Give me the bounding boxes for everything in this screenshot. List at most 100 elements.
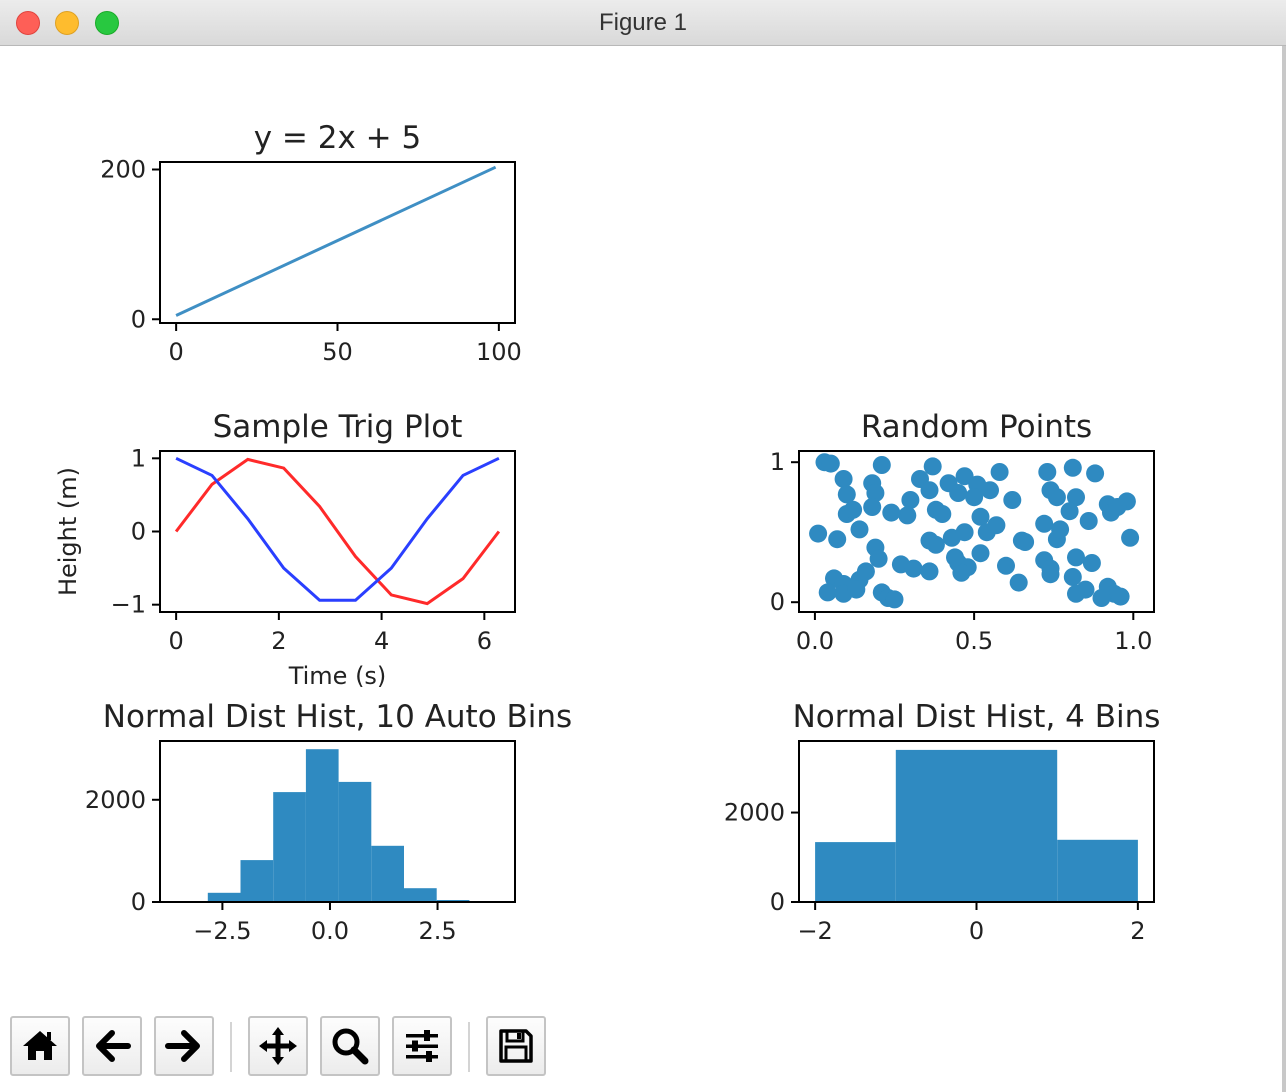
scatter-point xyxy=(1079,512,1098,530)
move-icon xyxy=(259,1027,297,1065)
scatter-point xyxy=(926,535,945,554)
y-tick-label: 0 xyxy=(770,588,785,616)
scatter-point xyxy=(923,457,942,476)
configure-subplots-button[interactable] xyxy=(392,1016,452,1076)
y-tick-label: 0 xyxy=(770,888,785,916)
histogram-bar xyxy=(240,860,274,902)
y-tick-label: 0 xyxy=(131,305,146,333)
scatter-point xyxy=(1067,584,1085,603)
scatter-point xyxy=(1016,533,1035,551)
scatter-point xyxy=(1035,514,1054,533)
chart-title: y = 2x + 5 xyxy=(254,120,422,156)
scatter-point xyxy=(904,559,923,578)
forward-button[interactable] xyxy=(154,1016,214,1076)
axes-frame xyxy=(798,450,1155,613)
x-tick-label: 0.0 xyxy=(311,917,349,945)
window-title: Figure 1 xyxy=(598,9,688,36)
scatter-point xyxy=(809,524,828,543)
x-tick-label: 100 xyxy=(476,338,522,366)
series-line-1 xyxy=(174,457,501,606)
series-line-1 xyxy=(175,165,497,317)
scatter-point xyxy=(837,485,856,504)
y-axis-label: Height (m) xyxy=(54,467,82,596)
histogram-bar xyxy=(207,892,241,902)
scatter-point xyxy=(828,530,847,549)
floppy-disk-icon xyxy=(499,1029,533,1063)
x-tick-label: 4 xyxy=(374,627,389,655)
sliders-icon xyxy=(406,1030,438,1062)
home-icon xyxy=(23,1031,57,1060)
scatter-point xyxy=(952,563,971,582)
home-button[interactable] xyxy=(10,1016,70,1076)
histogram-bar xyxy=(273,792,306,902)
scatter-point xyxy=(1009,573,1028,592)
subplot-2: 0 2 4 6 −1 0 1 Sample Trig Plot Time (s) Height (… xyxy=(54,409,516,690)
scatter-point xyxy=(981,481,999,500)
y-tick-label: 0 xyxy=(131,518,146,546)
x-tick-label: 1.0 xyxy=(1114,627,1152,655)
scatter-point xyxy=(920,481,939,500)
scatter-point xyxy=(834,470,853,488)
minimize-window-button[interactable] xyxy=(55,11,79,35)
series-line-2 xyxy=(175,456,500,602)
scatter-point xyxy=(882,503,901,522)
scatter-point xyxy=(1067,488,1085,507)
save-button[interactable] xyxy=(486,1016,546,1076)
y-tick-label: 2000 xyxy=(85,786,146,814)
scatter-point xyxy=(1047,488,1066,507)
y-tick-label: 1 xyxy=(770,448,785,476)
scatter-point xyxy=(869,549,888,568)
window-edge xyxy=(1282,46,1286,1092)
scatter-point xyxy=(850,520,869,539)
scatter-point xyxy=(1092,589,1111,607)
subplot-4: −2.5 0.0 2.5 0 2000 Normal Dist Hist, 10 Auto… xyxy=(85,699,572,945)
scatter-point xyxy=(1067,548,1085,567)
axes-frame xyxy=(159,740,516,903)
toolbar-separator xyxy=(468,1022,470,1072)
scatter-point xyxy=(856,562,875,581)
x-axis-label: Time (s) xyxy=(288,662,387,690)
scatter-point xyxy=(987,516,1006,535)
histogram-bar xyxy=(976,749,1058,902)
chart-title: Normal Dist Hist, 4 Bins xyxy=(793,699,1161,735)
x-tick-label: 50 xyxy=(322,338,353,366)
x-tick-label: 0 xyxy=(168,627,183,655)
navigation-toolbar xyxy=(0,1008,1280,1092)
scatter-point xyxy=(1086,464,1105,483)
scatter-point xyxy=(844,500,863,519)
arrow-right-icon xyxy=(165,1030,200,1062)
y-tick-label: 1 xyxy=(131,444,146,472)
histogram-bar xyxy=(895,749,977,902)
scatter-point xyxy=(955,523,974,542)
maximize-window-button[interactable] xyxy=(95,11,119,35)
scatter-point xyxy=(946,548,964,567)
subplot-1: 0 50 100 0 200 y = 2x + 5 xyxy=(100,120,522,366)
scatter-point xyxy=(1111,587,1130,606)
histogram-bar xyxy=(404,888,437,902)
toolbar-separator xyxy=(230,1022,232,1072)
x-tick-label: 0.5 xyxy=(955,627,993,655)
scatter-point xyxy=(971,507,990,526)
scatter-point xyxy=(997,556,1015,575)
back-button[interactable] xyxy=(82,1016,142,1076)
arrow-left-icon xyxy=(96,1030,131,1062)
close-window-button[interactable] xyxy=(16,11,40,35)
chart-title: Normal Dist Hist, 10 Auto Bins xyxy=(103,699,572,735)
scatter-point xyxy=(872,456,891,474)
histogram-bar xyxy=(371,845,404,902)
scatter-point xyxy=(990,463,1009,481)
x-tick-label: 0.0 xyxy=(796,627,834,655)
pan-button[interactable] xyxy=(248,1016,308,1076)
x-tick-label: −2 xyxy=(797,917,832,945)
scatter-point xyxy=(955,467,974,486)
zoom-button[interactable] xyxy=(320,1016,380,1076)
histogram-bar xyxy=(305,749,339,902)
scatter-point xyxy=(933,505,952,523)
histogram-bar xyxy=(815,842,896,902)
scatter-point xyxy=(1121,528,1140,547)
scatter-point xyxy=(1003,491,1022,509)
subplot-5: −2 0 2 0 2000 Normal Dist Hist, 4 Bins xyxy=(724,699,1161,945)
y-tick-label: 200 xyxy=(100,155,146,183)
scatter-point xyxy=(885,590,904,609)
